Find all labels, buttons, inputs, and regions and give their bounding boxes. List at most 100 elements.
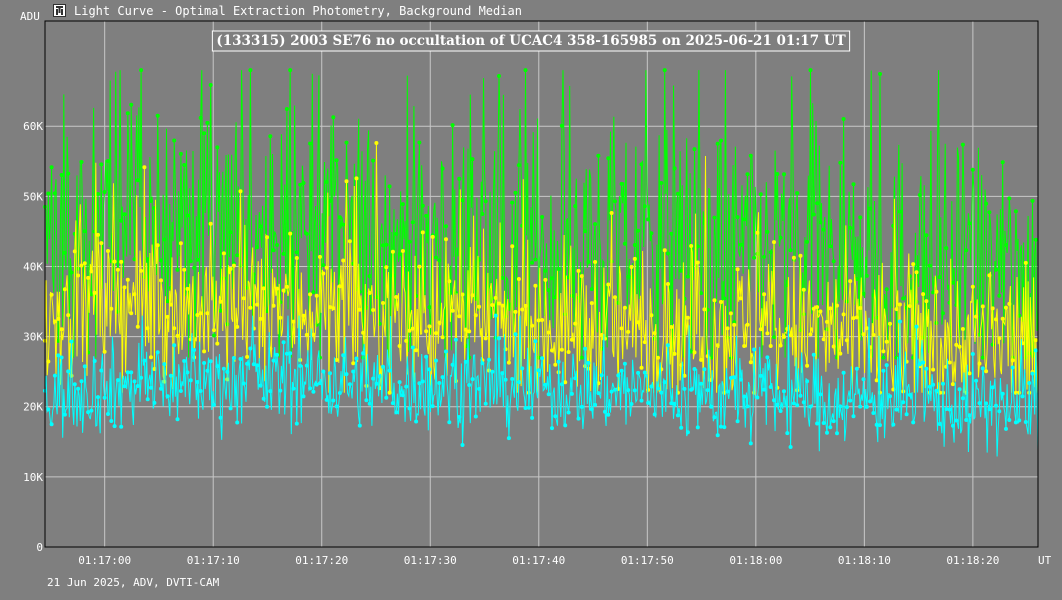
data-point [182, 163, 187, 167]
data-point [185, 213, 190, 218]
data-point [155, 113, 160, 118]
data-point [533, 257, 538, 262]
data-point [669, 325, 674, 329]
data-point [831, 419, 836, 424]
data-point [129, 370, 134, 375]
data-point [311, 290, 316, 295]
data-point [639, 398, 644, 403]
data-point [255, 245, 260, 250]
data-point [397, 344, 402, 348]
data-point [619, 181, 624, 186]
data-point [430, 234, 435, 239]
data-point [145, 257, 150, 262]
data-point [125, 111, 130, 116]
data-point [546, 288, 551, 293]
data-point [583, 346, 588, 351]
data-point [646, 217, 651, 222]
data-point [566, 410, 571, 415]
data-point [997, 293, 1002, 298]
data-point [122, 212, 127, 217]
series-line [44, 315, 1039, 457]
data-point [692, 147, 697, 152]
data-point [215, 341, 220, 346]
y-tick-label: 0 [36, 541, 43, 554]
data-point [606, 156, 611, 161]
data-point [755, 395, 760, 400]
data-point [937, 422, 942, 426]
data-point [198, 115, 203, 120]
data-point [278, 388, 283, 393]
data-point [510, 244, 515, 249]
data-point [172, 138, 177, 143]
data-point [613, 199, 617, 204]
data-point [553, 414, 558, 419]
window-title-bar: Light Curve - Optimal Extraction Photome… [0, 0, 1062, 22]
data-point [62, 250, 67, 255]
data-point [284, 284, 289, 289]
data-point [546, 392, 551, 397]
data-point [294, 256, 299, 260]
window-title: Light Curve - Optimal Extraction Photome… [74, 4, 522, 18]
data-point [397, 252, 402, 257]
data-point [1000, 391, 1005, 396]
data-point [192, 265, 197, 270]
data-point [218, 415, 223, 420]
data-point [778, 235, 783, 240]
data-point [626, 274, 631, 279]
data-point [593, 260, 598, 264]
data-point [59, 173, 64, 177]
data-point [162, 362, 167, 367]
data-point [155, 243, 160, 248]
data-point [311, 389, 316, 394]
data-point [112, 259, 117, 264]
data-point [765, 229, 770, 234]
data-point [265, 235, 269, 240]
data-point [331, 306, 336, 311]
data-point [619, 368, 624, 373]
data-point [394, 410, 399, 415]
data-point [818, 392, 823, 397]
data-point [99, 162, 104, 167]
data-point [251, 362, 256, 367]
data-point [324, 180, 329, 184]
data-point [811, 212, 816, 217]
data-point [467, 383, 472, 387]
data-point [321, 369, 326, 374]
data-point [424, 329, 429, 334]
data-point [516, 277, 521, 281]
data-point [66, 171, 71, 176]
data-point [483, 199, 488, 204]
data-point [815, 201, 820, 206]
data-point [702, 367, 707, 372]
data-point [950, 280, 955, 285]
data-point [440, 166, 445, 171]
data-point [881, 368, 886, 373]
data-point [666, 251, 670, 256]
data-point [215, 145, 220, 150]
data-point [69, 270, 74, 275]
data-point [172, 343, 177, 348]
data-point [381, 301, 385, 305]
data-point [675, 413, 680, 418]
data-point [994, 317, 998, 322]
data-point [291, 319, 296, 324]
data-point [374, 141, 379, 145]
data-point [235, 324, 240, 329]
data-point [387, 390, 392, 395]
data-point [990, 342, 995, 347]
data-point [762, 292, 767, 297]
data-point [964, 248, 969, 253]
data-point [367, 401, 372, 406]
data-point [506, 360, 511, 365]
data-point [821, 227, 826, 232]
data-point [632, 256, 637, 261]
data-point [135, 324, 140, 329]
app-icon[interactable] [53, 4, 66, 17]
data-point [1030, 371, 1035, 376]
data-point [374, 381, 379, 386]
data-point [970, 352, 975, 356]
data-point [354, 356, 359, 361]
data-point [304, 231, 309, 236]
data-point [434, 255, 438, 260]
